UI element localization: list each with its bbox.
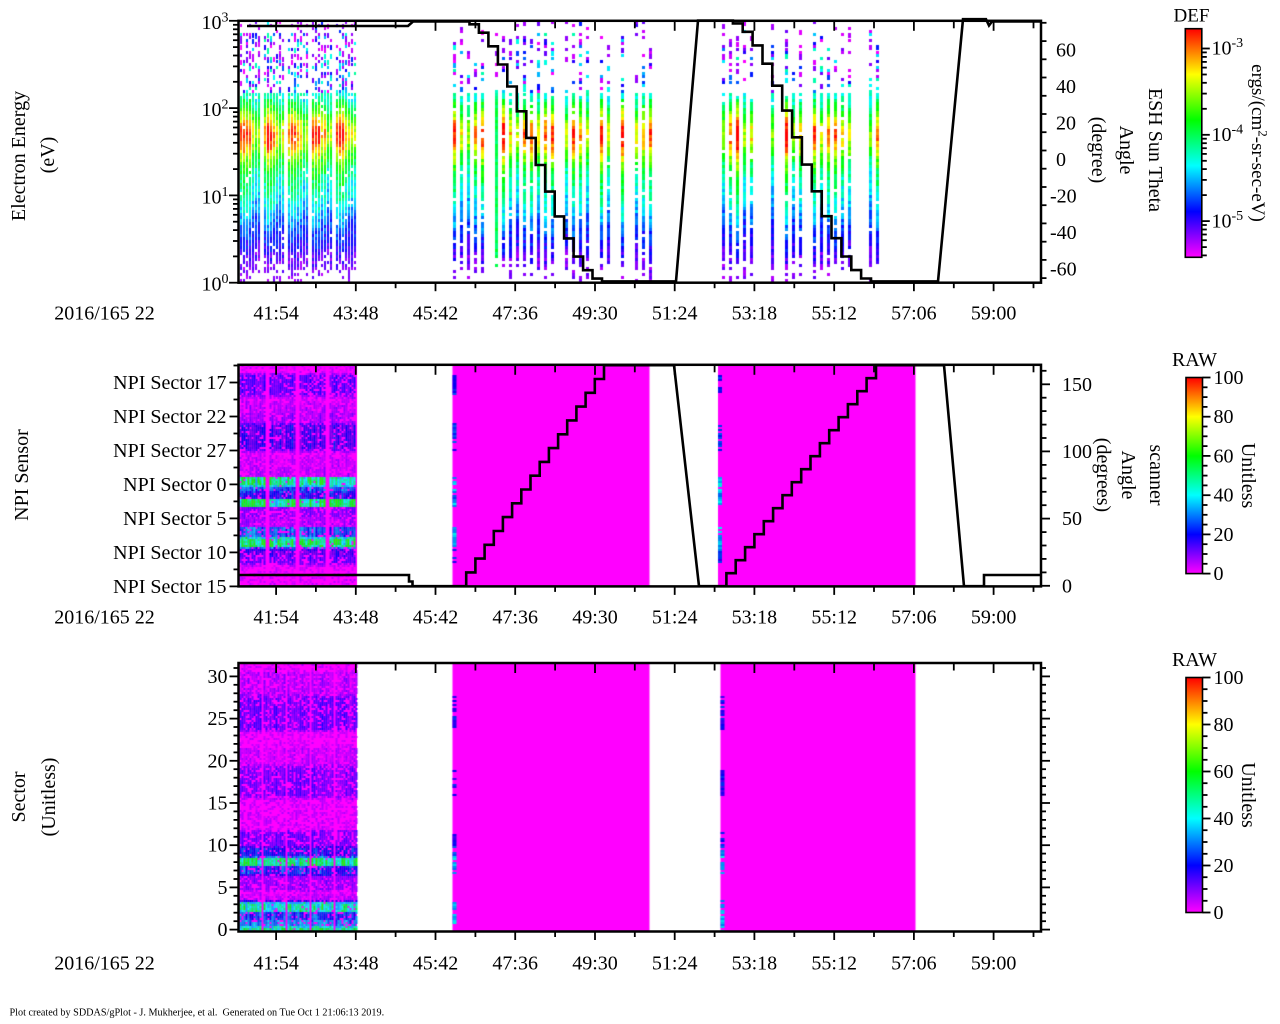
svg-text:49:30: 49:30 [572,953,618,975]
svg-text:100: 100 [1214,367,1244,389]
svg-text:100: 100 [1214,667,1244,689]
svg-text:0: 0 [1062,575,1072,597]
svg-text:100: 100 [202,272,229,296]
svg-text:150: 150 [1062,374,1092,396]
svg-text:80: 80 [1214,714,1234,736]
svg-text:45:42: 45:42 [413,607,459,629]
svg-text:NPI Sector 15: NPI Sector 15 [113,576,226,598]
svg-text:NPI Sensor: NPI Sensor [11,429,33,521]
svg-text:57:06: 57:06 [891,607,937,629]
svg-text:10-5: 10-5 [1212,209,1244,233]
svg-text:-40: -40 [1050,222,1077,244]
svg-text:80: 80 [1214,406,1234,428]
svg-text:59:00: 59:00 [971,953,1017,975]
svg-text:ESH Sun Theta: ESH Sun Theta [1144,88,1166,212]
svg-text:NPI Sector 27: NPI Sector 27 [113,440,226,462]
svg-text:0: 0 [1214,563,1224,585]
svg-text:Angle: Angle [1115,126,1137,175]
svg-text:100: 100 [1062,441,1092,463]
svg-text:0: 0 [218,919,228,941]
svg-text:43:48: 43:48 [333,607,379,629]
svg-text:47:36: 47:36 [492,303,538,325]
svg-text:0: 0 [1214,902,1224,924]
svg-text:47:36: 47:36 [492,607,538,629]
svg-text:57:06: 57:06 [891,953,937,975]
svg-text:Sector: Sector [8,771,30,822]
svg-text:51:24: 51:24 [652,303,698,325]
svg-text:103: 103 [202,10,229,34]
svg-text:59:00: 59:00 [971,303,1017,325]
svg-text:60: 60 [1056,40,1076,62]
svg-text:20: 20 [1214,855,1234,877]
svg-text:20: 20 [1056,113,1076,135]
svg-text:60: 60 [1214,761,1234,783]
svg-text:30: 30 [208,666,228,688]
svg-text:DEF: DEF [1174,6,1210,27]
svg-text:53:18: 53:18 [732,953,778,975]
svg-text:2016/165 22: 2016/165 22 [54,953,155,975]
svg-text:15: 15 [208,793,228,815]
svg-text:Unitless: Unitless [1237,443,1259,509]
svg-text:scanner: scanner [1145,444,1167,505]
svg-text:RAW: RAW [1172,349,1217,371]
svg-text:5: 5 [218,877,228,899]
svg-text:51:24: 51:24 [652,953,698,975]
svg-text:(degrees): (degrees) [1092,438,1114,512]
svg-text:40: 40 [1056,76,1076,98]
svg-text:RAW: RAW [1172,649,1217,671]
svg-text:43:48: 43:48 [333,953,379,975]
svg-text:53:18: 53:18 [732,607,778,629]
svg-text:0: 0 [1056,149,1066,171]
svg-text:10-3: 10-3 [1212,36,1244,60]
svg-text:NPI Sector 10: NPI Sector 10 [113,542,226,564]
svg-text:2016/165 22: 2016/165 22 [54,303,155,325]
svg-text:NPI Sector 5: NPI Sector 5 [123,508,226,530]
svg-text:47:36: 47:36 [492,953,538,975]
svg-text:55:12: 55:12 [811,303,857,325]
svg-text:53:18: 53:18 [732,303,778,325]
svg-text:ergs/(cm2-sr-sec-eV): ergs/(cm2-sr-sec-eV) [1247,64,1271,222]
svg-text:45:42: 45:42 [413,953,459,975]
svg-text:40: 40 [1214,808,1234,830]
svg-text:NPI Sector 17: NPI Sector 17 [113,372,226,394]
svg-text:101: 101 [202,185,229,209]
svg-text:20: 20 [208,750,228,772]
svg-text:20: 20 [1214,524,1234,546]
svg-text:40: 40 [1214,485,1234,507]
svg-text:45:42: 45:42 [413,303,459,325]
svg-text:(eV): (eV) [37,137,59,174]
svg-text:25: 25 [208,708,228,730]
svg-text:Angle: Angle [1117,451,1139,500]
svg-text:-20: -20 [1050,186,1077,208]
svg-text:Plot created by SDDAS/gPlot -: Plot created by SDDAS/gPlot - J. Mukherj… [10,1008,385,1019]
svg-text:10: 10 [208,835,228,857]
svg-text:NPI Sector 0: NPI Sector 0 [123,474,226,496]
svg-text:59:00: 59:00 [971,607,1017,629]
svg-text:102: 102 [202,98,229,122]
svg-text:60: 60 [1214,445,1234,467]
svg-text:Unitless: Unitless [1237,762,1259,828]
svg-text:50: 50 [1062,508,1082,530]
svg-text:2016/165 22: 2016/165 22 [54,607,155,629]
svg-text:NPI Sector 22: NPI Sector 22 [113,406,226,428]
svg-text:-60: -60 [1050,259,1077,281]
svg-text:49:30: 49:30 [572,607,618,629]
svg-text:41:54: 41:54 [253,303,299,325]
svg-text:55:12: 55:12 [811,953,857,975]
svg-text:51:24: 51:24 [652,607,698,629]
svg-text:55:12: 55:12 [811,607,857,629]
svg-text:43:48: 43:48 [333,303,379,325]
svg-text:(degree): (degree) [1087,117,1109,184]
svg-text:Electron Energy: Electron Energy [8,91,30,221]
svg-text:10-4: 10-4 [1212,123,1244,147]
svg-text:(Unitless): (Unitless) [38,758,60,837]
svg-text:57:06: 57:06 [891,303,937,325]
svg-text:49:30: 49:30 [572,303,618,325]
svg-text:41:54: 41:54 [253,607,299,629]
svg-text:41:54: 41:54 [253,953,299,975]
